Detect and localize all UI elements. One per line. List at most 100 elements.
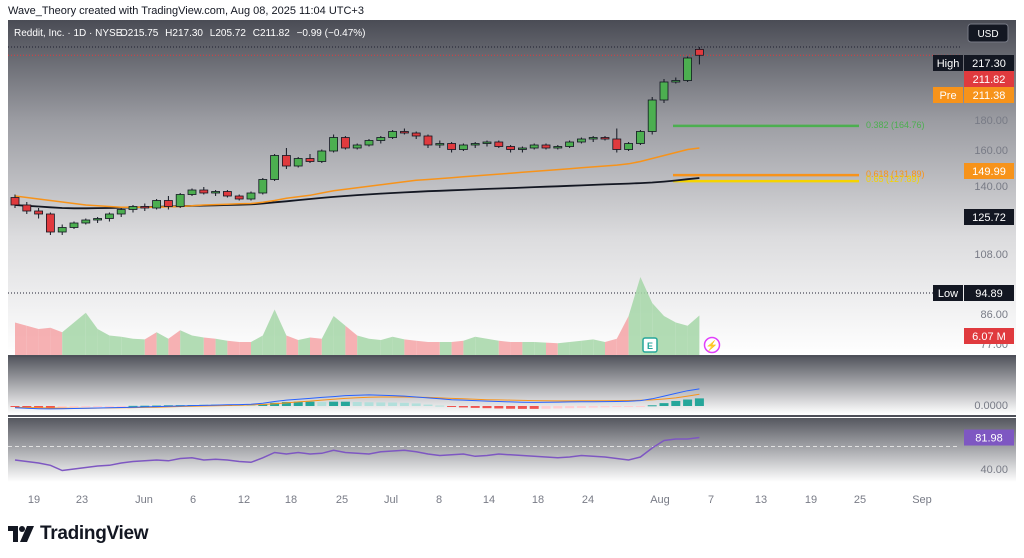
candle bbox=[234, 195, 244, 200]
volume-area-segment bbox=[85, 312, 98, 355]
price-label-volume: 6.07 M bbox=[964, 328, 1014, 344]
candle bbox=[506, 146, 516, 150]
tradingview-logo[interactable]: TradingView bbox=[8, 523, 149, 545]
ohlc-high-tag: H bbox=[165, 28, 172, 39]
rsi-pane bbox=[8, 418, 1016, 482]
macd-histogram-bar bbox=[447, 406, 457, 407]
candle bbox=[458, 144, 468, 150]
macd-histogram-bar bbox=[624, 406, 634, 407]
ohlc-low-tag: L bbox=[210, 28, 216, 39]
chart-svg: 0.382 (164.76) 0.618 (131.89)0.65 (127.89… bbox=[8, 20, 1016, 508]
macd-histogram-bar bbox=[529, 406, 539, 409]
macd-histogram-bar bbox=[34, 406, 44, 408]
macd-histogram-bar bbox=[281, 401, 291, 406]
volume-area-segment bbox=[239, 342, 251, 355]
price-label-value: 6.07 M bbox=[972, 331, 1006, 343]
candle bbox=[93, 218, 102, 221]
x-tick-label: 18 bbox=[285, 494, 297, 506]
price-label-value: 149.99 bbox=[972, 166, 1006, 178]
macd-histogram-bar bbox=[388, 402, 398, 406]
price-label-value-bg bbox=[964, 55, 1014, 71]
candle bbox=[588, 137, 598, 140]
macd-histogram-bar bbox=[57, 406, 67, 408]
earnings-marker[interactable]: E bbox=[642, 337, 658, 353]
volume-area-segment bbox=[428, 342, 440, 355]
volume-area-segment bbox=[156, 332, 169, 355]
ohlc-close-tag: C bbox=[253, 28, 260, 39]
macd-histogram-bar bbox=[506, 406, 516, 409]
macd-histogram-bar bbox=[600, 406, 610, 408]
macd-histogram-bar bbox=[364, 402, 374, 406]
volume-area-segment bbox=[321, 316, 334, 355]
volume-area-segment bbox=[534, 342, 546, 355]
volume-area-segment bbox=[262, 309, 275, 355]
macd-histogram-bar bbox=[470, 406, 480, 408]
candle bbox=[541, 144, 551, 149]
candle bbox=[376, 137, 386, 141]
ohlc-change: −0.99 (−0.47%) bbox=[297, 28, 366, 39]
volume-area-segment bbox=[463, 336, 476, 355]
y-tick-label: 86.00 bbox=[980, 309, 1008, 321]
macd-histogram-bar bbox=[683, 399, 693, 406]
macd-histogram-bar bbox=[423, 404, 433, 406]
candle bbox=[211, 191, 221, 194]
volume-area-segment bbox=[310, 337, 322, 355]
volume-area-segment bbox=[392, 336, 405, 355]
candle bbox=[258, 179, 268, 194]
macd-histogram-bar bbox=[435, 405, 445, 407]
candle bbox=[411, 132, 421, 137]
volume-area-segment bbox=[133, 338, 145, 355]
price-label-value-bg bbox=[964, 163, 1014, 179]
chart-credit: Wave_Theory created with TradingView.com… bbox=[8, 5, 364, 17]
volume-area-segment bbox=[557, 342, 570, 355]
candle bbox=[364, 140, 374, 146]
macd-histogram-bar bbox=[246, 404, 256, 406]
candle bbox=[577, 138, 586, 143]
candle bbox=[10, 197, 20, 206]
macd-histogram-bar bbox=[69, 406, 79, 408]
volume-area-segment bbox=[227, 340, 240, 355]
volume-area-segment bbox=[616, 316, 629, 355]
candle bbox=[317, 150, 327, 162]
macd-histogram-bar bbox=[576, 406, 586, 408]
volume-area-segment bbox=[109, 335, 122, 355]
volume-area-segment bbox=[522, 342, 535, 355]
volume-area-segment bbox=[121, 336, 133, 355]
candle bbox=[435, 143, 445, 146]
macd-histogram-bar bbox=[553, 406, 563, 409]
macd-histogram-bar bbox=[458, 406, 468, 408]
candle bbox=[222, 191, 232, 197]
macd-histogram-bar bbox=[317, 401, 327, 406]
currency-button[interactable]: USD bbox=[967, 23, 1009, 43]
ohlc-open: 215.75 bbox=[128, 28, 159, 39]
price-label-high: 217.30 High bbox=[933, 55, 1014, 71]
dividend-marker[interactable]: ⚡ bbox=[703, 336, 721, 354]
candle bbox=[553, 146, 563, 149]
volume-area-segment bbox=[97, 329, 110, 355]
price-label-tag-bg bbox=[933, 87, 963, 103]
rsi-current-label-bg bbox=[964, 429, 1014, 446]
macd-histogram-bar bbox=[293, 401, 303, 406]
candle bbox=[399, 131, 409, 134]
candle bbox=[482, 141, 492, 144]
volume-area-segment bbox=[15, 322, 27, 355]
volume-area-segment bbox=[475, 336, 487, 355]
macd-histogram-bar bbox=[482, 406, 492, 409]
volume-area-segment bbox=[451, 340, 464, 355]
candle bbox=[152, 200, 162, 209]
volume-area-segment bbox=[510, 342, 523, 355]
x-tick-label: Aug bbox=[650, 494, 670, 506]
volume-area-segment bbox=[593, 339, 605, 355]
x-tick-label: 18 bbox=[532, 494, 544, 506]
price-label-value: 217.30 bbox=[972, 58, 1006, 70]
macd-histogram-bar bbox=[340, 401, 350, 406]
macd-histogram-bar bbox=[116, 406, 126, 407]
price-label-value-bg bbox=[964, 209, 1014, 225]
candle bbox=[105, 213, 114, 219]
price-label-value-bg bbox=[964, 328, 1014, 344]
fib-level-label: 0.618 (131.89) bbox=[866, 169, 925, 179]
macd-histogram-bar bbox=[659, 403, 669, 406]
macd-histogram-bar bbox=[45, 406, 55, 408]
x-tick-label: 6 bbox=[190, 494, 196, 506]
candle bbox=[636, 131, 645, 144]
